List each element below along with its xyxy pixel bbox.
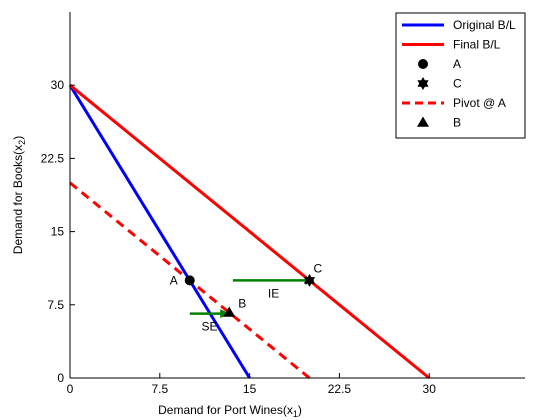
y-tick-label: 7.5 [47,298,64,312]
y-tick-label: 22.5 [41,151,65,165]
x-tick-label: 0 [67,382,74,396]
series-layer: SE IE A B C [68,84,431,380]
axes-layer: 0 7.5 15 22.5 30 0 7.5 15 22.5 30 [41,12,525,396]
legend-label-final-b-l: Final B/L [453,38,501,52]
x-axis-label: Demand for Port Wines(x1) [158,403,302,419]
point-label-c: C [313,261,322,275]
point-label-a: A [170,273,178,287]
y-tick-label: 30 [51,78,65,92]
x-tick-label: 15 [243,382,257,396]
point-c-down [303,277,316,287]
legend-label-a: A [453,57,461,71]
point-a [184,275,195,286]
y-tick-label: 0 [57,371,64,385]
y-axis-label: Demand for Books(x2) [11,136,27,254]
y-tick-label: 15 [51,225,65,239]
x-tick-label: 7.5 [151,382,168,396]
legend-label-original-b-l: Original B/L [453,18,516,32]
series-line-original-b-l [68,84,251,379]
legend-label-pivot-a: Pivot @ A [453,96,506,110]
point-label-b: B [238,297,246,311]
series-line-final-b-l [69,84,431,380]
point-c [303,273,316,287]
legend: Original B/L Final B/L AC Pivot @ A B [395,12,526,139]
x-tick-label: 30 [423,382,437,396]
legend-swatch-c-down [417,80,429,90]
legend-swatch-a [418,59,428,69]
x-tick-label: 22.5 [328,382,352,396]
arrow-se-head [220,309,230,319]
legend-swatch-b [417,116,429,127]
arrow-label-se: SE [201,320,217,334]
legend-swatch-c [417,77,429,90]
legend-label-b: B [453,116,461,130]
legend-box [395,12,526,139]
point-b [223,306,236,317]
arrow-label-ie: IE [268,286,279,300]
legend-label-c: C [453,77,462,91]
